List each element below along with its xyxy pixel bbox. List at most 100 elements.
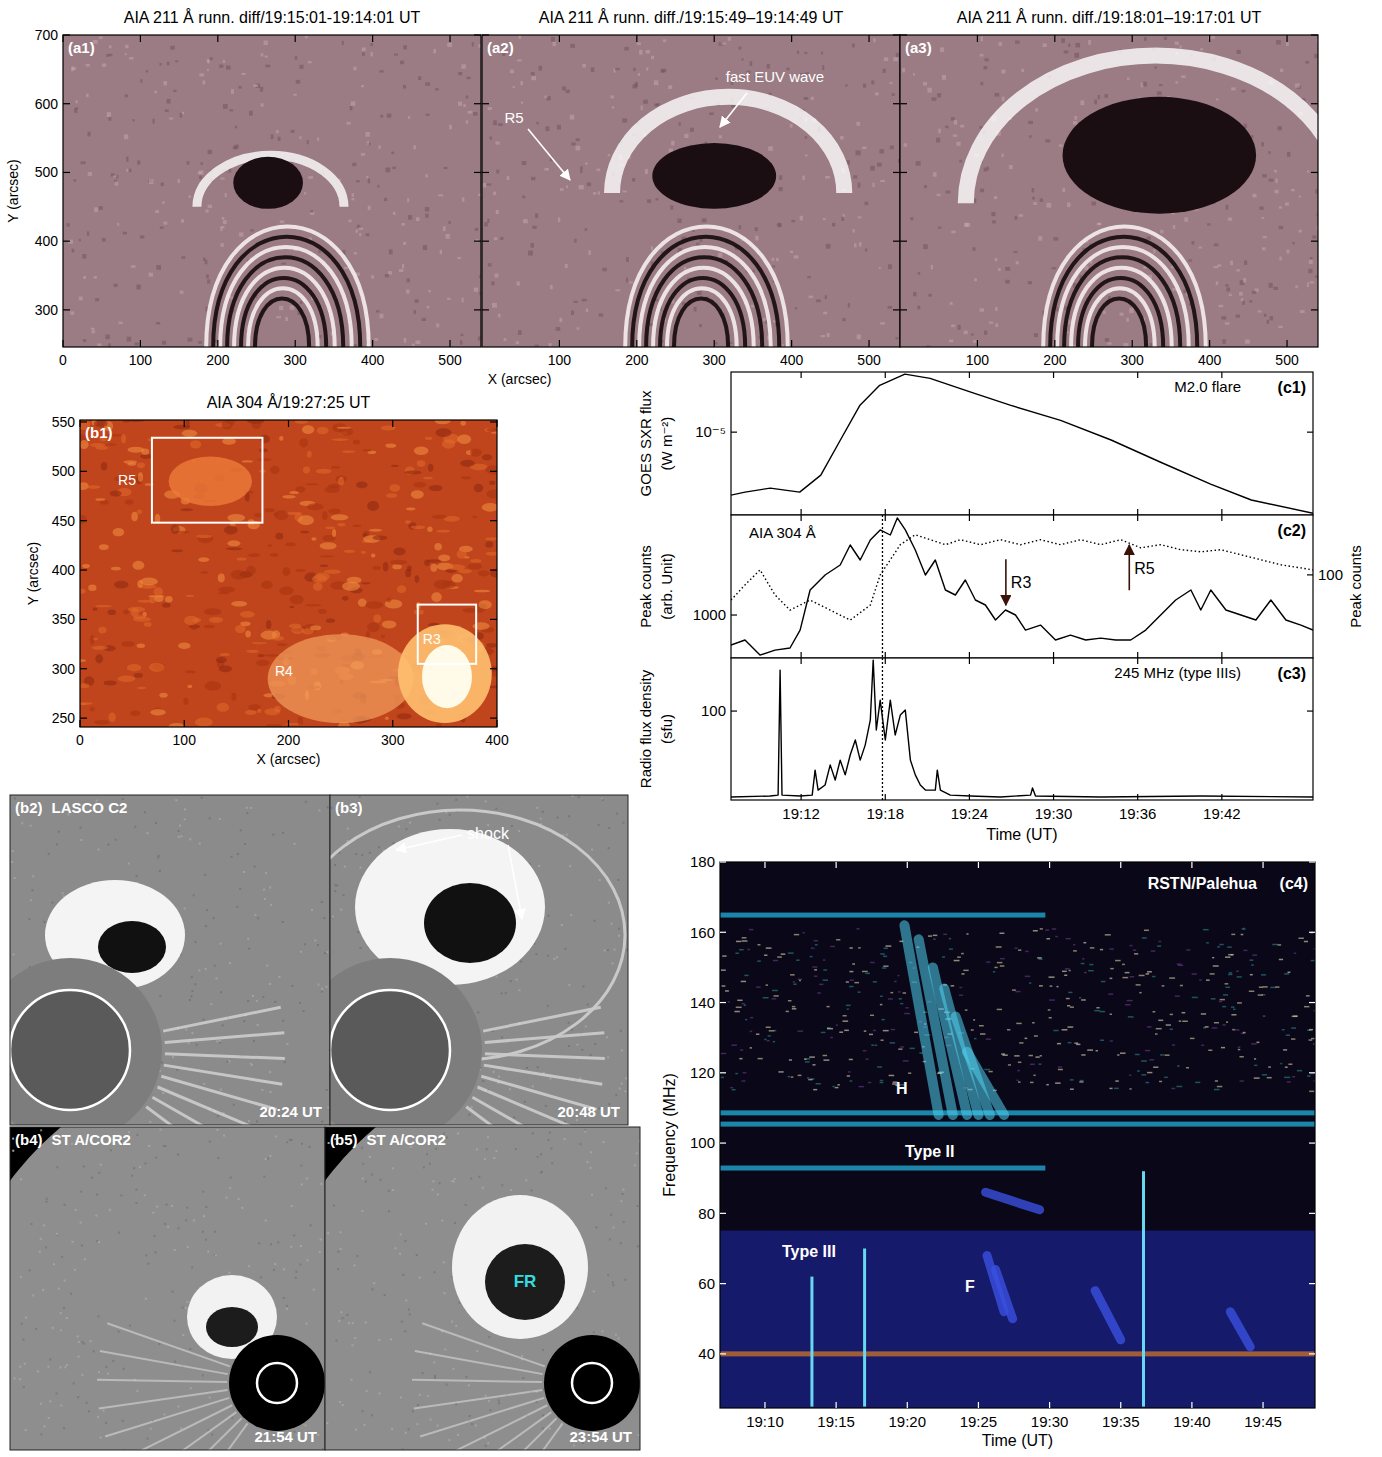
image-texture (531, 243, 534, 248)
image-texture (425, 214, 428, 218)
image-texture (449, 125, 452, 130)
image-texture (1062, 188, 1065, 192)
image-texture (949, 340, 953, 343)
image-texture (367, 501, 379, 511)
image-texture (270, 904, 272, 906)
image-texture (918, 272, 920, 275)
image-texture (99, 544, 109, 550)
image-texture (266, 620, 271, 629)
image-texture (547, 955, 549, 957)
image-texture (387, 114, 391, 118)
image-texture (913, 292, 916, 296)
image-texture (300, 301, 302, 304)
image-texture (942, 75, 946, 80)
image-texture (474, 484, 483, 492)
x-tick-label: 100 (129, 352, 153, 368)
image-texture (414, 609, 424, 614)
image-texture (243, 871, 245, 873)
image-texture (126, 157, 128, 162)
image-texture (403, 242, 406, 245)
image-texture (248, 1120, 250, 1122)
image-texture (510, 70, 514, 74)
image-texture (485, 800, 487, 802)
image-texture (484, 222, 488, 226)
image-texture (106, 54, 108, 57)
image-texture (100, 500, 109, 505)
image-texture (205, 925, 207, 927)
image-texture (137, 600, 152, 603)
image-texture (482, 183, 486, 187)
image-texture (892, 93, 895, 96)
image-texture (984, 331, 987, 335)
image-texture (266, 724, 282, 727)
image-panel (63, 35, 481, 347)
image-texture (246, 807, 248, 809)
image-texture (280, 220, 285, 223)
image-texture (246, 566, 256, 576)
image-texture (167, 99, 171, 104)
image-texture (407, 278, 410, 282)
image-texture (1262, 174, 1266, 177)
image-texture (576, 327, 579, 329)
image-texture (1073, 121, 1077, 125)
x-tick (1054, 340, 1055, 347)
image-texture (334, 884, 336, 886)
x-tick (559, 340, 560, 347)
image-texture (544, 168, 549, 171)
image-texture (1278, 326, 1282, 328)
image-texture (1245, 339, 1250, 343)
image-texture (843, 214, 845, 217)
y-axis-title: Y (arcsec) (5, 159, 21, 223)
image-texture (794, 255, 799, 258)
image-panel (80, 420, 497, 727)
image-loop (255, 299, 309, 347)
frame (900, 35, 1318, 347)
image-texture (416, 217, 420, 221)
image-streamer (158, 1087, 269, 1125)
image-texture (458, 102, 462, 106)
image-texture (30, 825, 32, 827)
image-texture (405, 569, 411, 577)
image-texture (879, 149, 884, 153)
image-texture (435, 428, 451, 437)
image-texture (72, 249, 75, 253)
image-texture (556, 817, 558, 819)
image-texture (1056, 307, 1058, 311)
y-tick (900, 309, 907, 310)
y-tick (482, 172, 489, 173)
image-texture (161, 183, 164, 187)
image-texture (857, 334, 861, 339)
image-texture (254, 513, 262, 518)
image-texture (394, 54, 398, 56)
image-texture (518, 330, 522, 335)
image-texture (598, 191, 600, 194)
image-texture (1207, 223, 1210, 225)
image-texture (294, 843, 296, 845)
image-texture (308, 61, 312, 63)
image-texture (342, 41, 344, 45)
image-texture (457, 257, 461, 259)
image-texture (204, 874, 206, 876)
image-texture (953, 134, 957, 136)
image-texture (1275, 190, 1279, 194)
image-texture (771, 258, 774, 261)
image-texture (95, 654, 103, 663)
image-texture (72, 67, 76, 70)
image-texture (468, 111, 473, 114)
x-tick (636, 340, 637, 347)
image-texture (247, 938, 249, 940)
image-loop (653, 268, 754, 347)
image-texture (405, 520, 411, 524)
image-texture (367, 141, 369, 145)
image-texture (984, 168, 987, 172)
panel-title: AIA 211 Å runn. diff/19:15:01-19:14:01 U… (124, 8, 421, 26)
image-texture (1120, 313, 1124, 316)
image-texture (219, 818, 221, 820)
image-texture (161, 1062, 163, 1064)
image-texture (191, 990, 193, 992)
image-texture (1222, 339, 1225, 344)
image-texture (201, 797, 203, 799)
image-texture (382, 620, 397, 628)
image-texture (303, 1010, 305, 1012)
image-texture (182, 112, 184, 115)
